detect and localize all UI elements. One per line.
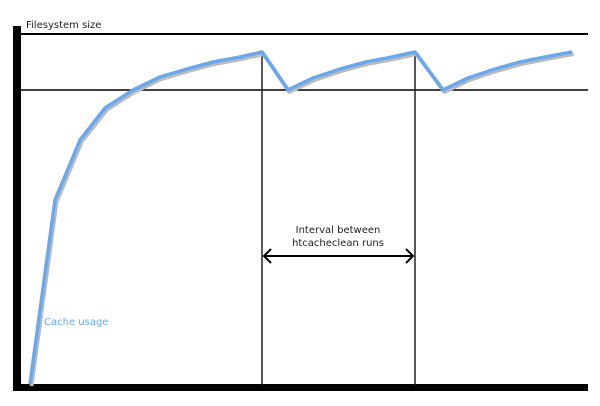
interval-arrow — [262, 248, 415, 264]
cache-usage-curve — [28, 50, 573, 385]
y-axis — [13, 26, 21, 391]
y-axis-label: Filesystem size — [26, 20, 101, 31]
curve-label: Cache usage — [44, 317, 108, 328]
interval-label-line2: htcacheclean runs — [292, 238, 384, 249]
cache-usage-curve-shadow — [29, 52, 574, 387]
x-axis — [13, 384, 588, 391]
interval-label-line1: Interval between — [296, 225, 381, 236]
